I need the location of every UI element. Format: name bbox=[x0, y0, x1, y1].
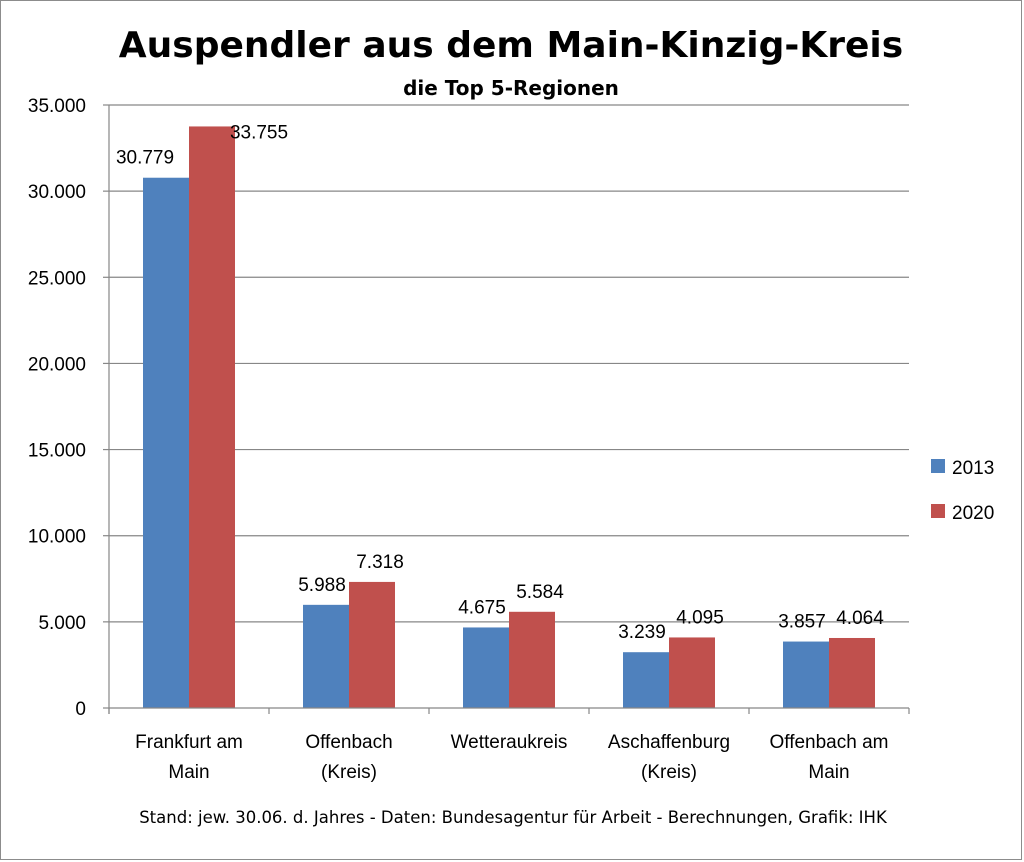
data-label: 4.675 bbox=[458, 597, 506, 618]
bar-2013 bbox=[143, 177, 189, 708]
bar-2013 bbox=[783, 641, 829, 708]
legend-label-2020: 2020 bbox=[952, 503, 994, 524]
category-label: Offenbach bbox=[305, 732, 392, 753]
category-label: Main bbox=[808, 762, 849, 783]
data-label: 4.095 bbox=[676, 607, 724, 628]
data-label: 33.755 bbox=[230, 122, 288, 143]
y-tick-label: 35.000 bbox=[28, 96, 86, 117]
category-label: (Kreis) bbox=[641, 762, 697, 783]
bar-2020 bbox=[669, 637, 715, 708]
bars bbox=[143, 126, 875, 708]
data-label: 30.779 bbox=[116, 148, 174, 169]
bar-2020 bbox=[829, 637, 875, 708]
x-axis-categories: Frankfurt am Main Offenbach (Kreis) Wetterau… bbox=[135, 732, 888, 783]
category-label: Frankfurt am bbox=[135, 732, 243, 753]
y-tick-label: 10.000 bbox=[28, 527, 86, 548]
bar-2020 bbox=[189, 126, 235, 708]
source-note: Stand: jew. 30.06. d. Jahres - Daten: Bu… bbox=[139, 808, 888, 827]
y-axis-ticks: 0 5.000 10.000 15.000 20.000 25.000 30.000 35.0… bbox=[28, 96, 109, 720]
y-tick-label: 0 bbox=[75, 699, 86, 720]
bar-2020 bbox=[349, 581, 395, 708]
legend-swatch-2020 bbox=[931, 504, 945, 518]
category-label: Offenbach am bbox=[769, 732, 888, 753]
bar-2013 bbox=[463, 627, 509, 708]
bar-2020 bbox=[509, 611, 555, 708]
legend: 2013 2020 bbox=[931, 458, 994, 524]
category-label: (Kreis) bbox=[321, 762, 377, 783]
data-label: 7.318 bbox=[356, 552, 404, 573]
legend-label-2013: 2013 bbox=[952, 458, 994, 479]
y-tick-label: 25.000 bbox=[28, 268, 86, 289]
gridlines bbox=[109, 104, 909, 623]
data-label: 3.239 bbox=[618, 622, 666, 643]
category-label: Wetteraukreis bbox=[451, 732, 568, 753]
data-label: 3.857 bbox=[778, 612, 826, 633]
chart-subtitle: die Top 5-Regionen bbox=[403, 76, 619, 100]
data-label: 5.988 bbox=[298, 575, 346, 596]
axes bbox=[108, 105, 910, 714]
data-labels: 30.779 33.755 5.988 7.318 4.675 5.584 3.239 4.0… bbox=[116, 122, 884, 643]
y-tick-label: 30.000 bbox=[28, 182, 86, 203]
bar-2013 bbox=[303, 604, 349, 708]
chart-title: Auspendler aus dem Main-Kinzig-Kreis bbox=[119, 25, 903, 66]
bar-2013 bbox=[623, 652, 669, 708]
y-tick-label: 15.000 bbox=[28, 441, 86, 462]
y-tick-label: 5.000 bbox=[38, 613, 86, 634]
category-label: Main bbox=[168, 762, 209, 783]
category-label: Aschaffenburg bbox=[608, 732, 730, 753]
legend-swatch-2013 bbox=[931, 459, 945, 473]
data-label: 4.064 bbox=[836, 608, 884, 629]
y-tick-label: 20.000 bbox=[28, 354, 86, 375]
data-label: 5.584 bbox=[516, 582, 564, 603]
